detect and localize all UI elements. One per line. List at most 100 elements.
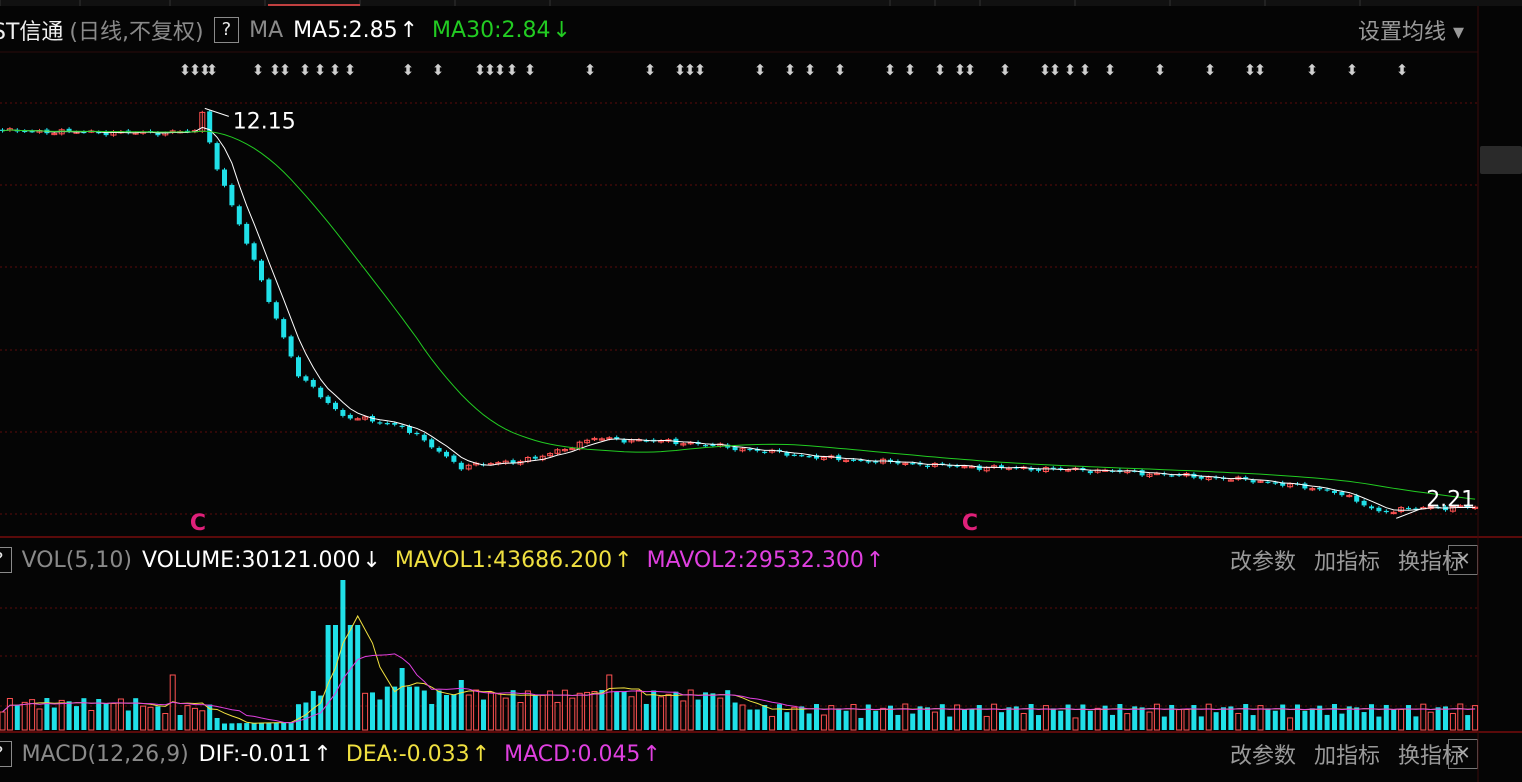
volume-bar (931, 711, 938, 731)
info-marker-icon: ⬍ (1306, 61, 1319, 79)
candle-body (910, 463, 916, 465)
vol-add-indicator-button[interactable]: 加指标 (1313, 550, 1380, 575)
volume-bar (1317, 705, 1323, 730)
volume-bar (0, 711, 6, 731)
volume-bar (191, 707, 198, 731)
macd-add-indicator-button[interactable]: 加指标 (1313, 744, 1380, 769)
volume-bar (895, 714, 901, 730)
volume-bar (1006, 707, 1012, 730)
info-marker-icon: ⬍ (804, 61, 817, 79)
macd-switch-indicator-button[interactable]: 换指标 (1397, 744, 1464, 769)
volume-bar (458, 680, 464, 730)
info-marker-icon: ⬍ (884, 61, 897, 79)
info-marker-icon: ⬍ (344, 61, 357, 79)
volume-bar (117, 698, 124, 731)
volume-bar (1376, 716, 1382, 730)
volume-bar (14, 704, 20, 730)
volume-bar (1369, 704, 1374, 730)
candle-body (769, 449, 776, 453)
volume-bar (103, 703, 109, 730)
candle-body (29, 131, 35, 133)
stock-name[interactable]: ST信通 (0, 20, 64, 45)
vol-help-button[interactable]: ? (0, 547, 12, 573)
volume-bar (1383, 704, 1389, 730)
info-marker-icon: ⬍ (904, 61, 917, 79)
candle-body (576, 441, 583, 450)
info-marker-icon: ⬍ (1346, 61, 1359, 79)
candle-body (1183, 472, 1190, 477)
candle-body (1065, 469, 1072, 472)
dif-arrow-icon: ↑ (313, 741, 332, 767)
volume-bar (1042, 705, 1049, 731)
mavol1-arrow-icon: ↑ (614, 547, 633, 573)
volume-bar (29, 699, 36, 731)
candle-body (1361, 500, 1367, 506)
help-button[interactable]: ? (213, 17, 240, 43)
volume-bar (229, 723, 235, 730)
macd-help-button[interactable]: ? (0, 741, 12, 767)
volume-bar (836, 708, 842, 730)
volume-bar (340, 580, 346, 730)
vol-switch-indicator-button[interactable]: 换指标 (1397, 550, 1464, 575)
volume-bar (651, 690, 657, 730)
volume-bar (325, 625, 331, 730)
volume-bar (828, 705, 835, 731)
volume-bar (1449, 712, 1456, 731)
candle-body (392, 422, 398, 425)
volume-bar (88, 709, 95, 731)
info-marker-icon: ⬍ (252, 61, 265, 79)
volume-bar (236, 723, 242, 730)
volume-bar (1036, 715, 1041, 730)
volume-bar (621, 691, 627, 730)
vol-close-icon[interactable]: ✕ (1448, 545, 1478, 575)
candle-body (1213, 477, 1219, 479)
volume-bar (710, 693, 716, 730)
candle-body (1272, 482, 1278, 484)
candle-body (1169, 475, 1175, 477)
volume-bar (347, 625, 353, 730)
info-marker-icon: ⬍ (279, 61, 292, 79)
volume-bar (1132, 706, 1138, 730)
volume-bar (873, 710, 879, 730)
volume-bar (703, 692, 708, 730)
macd-close-icon[interactable]: ✕ (1448, 739, 1478, 769)
volume-bar (1243, 704, 1249, 730)
candle-body (1339, 491, 1345, 496)
volume-bar (947, 716, 953, 730)
vol-change-params-button[interactable]: 改参数 (1229, 550, 1296, 575)
candle-body (1161, 473, 1167, 475)
volume-bar (732, 702, 738, 730)
volume-bar (251, 722, 257, 730)
candle-body (865, 461, 871, 463)
ma5-line (2, 126, 1476, 511)
volume-bar (658, 696, 665, 731)
volume-bar (532, 695, 538, 730)
candle-body (1176, 474, 1182, 476)
candle-body (1094, 469, 1101, 473)
candle-body (465, 464, 472, 470)
info-marker-icon: ⬍ (954, 61, 967, 79)
candle-body (1191, 473, 1197, 478)
volume-panel-actions: 改参数 加指标 换指标 (1212, 540, 1464, 580)
candle-body (1295, 483, 1300, 485)
volume-bar (1457, 703, 1464, 731)
volume-bar (1235, 712, 1242, 731)
volume-bar (865, 704, 871, 730)
volume-bar (495, 692, 502, 731)
candle-body (784, 452, 790, 456)
macd-change-params-button[interactable]: 改参数 (1229, 744, 1296, 769)
ma-settings-button[interactable]: 设置均线 ▾ (1357, 20, 1464, 45)
top-strip-bg (0, 0, 1522, 6)
candle-body (532, 456, 538, 459)
candle-body (1457, 505, 1464, 508)
volume-bar (1176, 709, 1183, 731)
candle-body (851, 459, 856, 461)
candle-body (687, 442, 694, 445)
candle-body (614, 437, 620, 439)
volume-bar (1413, 716, 1419, 730)
candle-body (1005, 467, 1012, 470)
volume-bar (51, 707, 57, 730)
info-marker-icon: ⬍ (1039, 61, 1052, 79)
candle-body (1427, 506, 1434, 509)
